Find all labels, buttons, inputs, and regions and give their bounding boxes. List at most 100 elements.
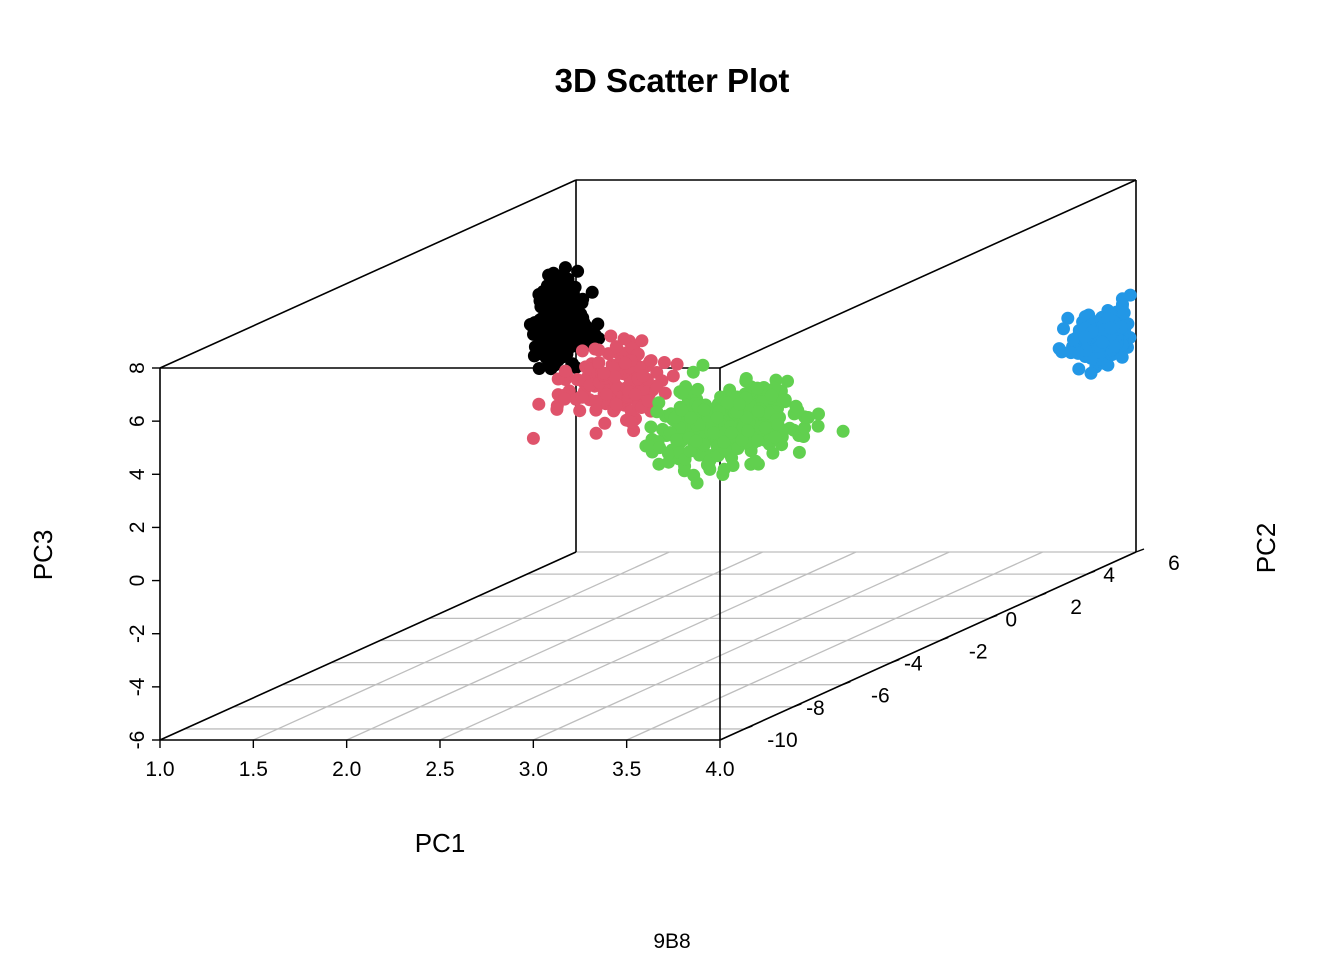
data-point — [653, 441, 667, 455]
grid-line-x — [533, 551, 950, 741]
data-point — [670, 433, 683, 447]
z-tick-label: 2 — [126, 522, 149, 534]
x-tick-label: 2.0 — [332, 758, 361, 781]
data-point — [1104, 321, 1117, 335]
x-tick-label: 1.0 — [145, 758, 174, 781]
data-point — [569, 361, 583, 374]
data-point — [597, 366, 611, 380]
y-tick-label: 4 — [1103, 564, 1115, 587]
data-point — [598, 416, 612, 430]
y-tick — [793, 703, 802, 708]
data-point — [657, 356, 671, 369]
y-tick-label: -6 — [871, 685, 890, 708]
y-tick-label: -8 — [806, 697, 825, 720]
data-point — [635, 334, 649, 348]
data-point — [689, 434, 703, 448]
data-point — [573, 329, 587, 343]
y-tick-label: -4 — [904, 653, 923, 676]
z-tick-label: -4 — [126, 677, 149, 696]
data-point — [628, 388, 642, 401]
data-point — [792, 445, 806, 459]
y-tick — [891, 658, 900, 664]
data-point — [1107, 340, 1121, 353]
data-point — [684, 411, 698, 425]
data-point — [696, 358, 710, 372]
data-point — [609, 340, 623, 354]
data-point — [571, 264, 585, 278]
y-tick — [1086, 570, 1096, 575]
data-point — [836, 424, 850, 438]
data-point — [644, 420, 658, 434]
data-point — [585, 285, 599, 299]
data-point — [576, 292, 590, 306]
z-tick-label: 6 — [126, 415, 149, 427]
x-tick-label: 1.5 — [239, 758, 268, 781]
data-point — [549, 313, 563, 327]
plot-box — [159, 179, 1137, 741]
data-point — [644, 354, 658, 368]
data-point — [589, 403, 603, 417]
y-tick — [939, 636, 949, 642]
data-point — [558, 261, 572, 275]
data-point — [558, 364, 572, 378]
data-point — [768, 430, 782, 444]
data-point — [717, 435, 731, 449]
data-point — [732, 397, 746, 411]
data-point — [549, 274, 563, 288]
data-point — [575, 344, 589, 358]
data-point — [683, 444, 697, 458]
x-tick-label: 4.0 — [705, 758, 734, 781]
data-point — [558, 392, 572, 406]
data-point — [781, 374, 794, 388]
series-2 — [639, 358, 850, 490]
grid-line-x — [346, 551, 763, 741]
data-point — [565, 306, 579, 320]
y-tick-label: 2 — [1070, 596, 1082, 619]
data-point — [766, 446, 780, 460]
data-point — [535, 312, 549, 326]
y-tick — [842, 681, 851, 686]
data-point — [534, 290, 548, 304]
y-tick — [744, 725, 753, 730]
data-point — [641, 394, 655, 408]
data-point — [758, 421, 772, 435]
data-point — [717, 462, 731, 476]
y-tick-label: 6 — [1168, 552, 1180, 575]
grid-line-x — [253, 551, 670, 741]
y-tick-label: -2 — [969, 640, 988, 663]
data-point — [686, 365, 700, 379]
data-point — [720, 396, 734, 410]
x-axis-label: PC1 — [415, 828, 466, 858]
data-point — [609, 397, 623, 411]
series-0 — [523, 261, 606, 376]
data-point — [650, 379, 664, 393]
data-point — [552, 297, 565, 311]
floor-grid — [159, 551, 1137, 741]
box-edge — [719, 179, 1137, 369]
y-tick-label: 0 — [1005, 608, 1017, 631]
data-point — [1072, 362, 1086, 376]
data-point — [532, 362, 546, 375]
data-point — [1061, 311, 1075, 325]
data-point — [1096, 335, 1109, 349]
data-point — [604, 329, 618, 343]
data-point — [599, 387, 613, 401]
data-point — [652, 457, 666, 471]
data-point — [591, 317, 605, 331]
data-point — [1084, 366, 1098, 380]
data-point — [710, 411, 724, 425]
x-tick-label: 3.0 — [519, 758, 548, 781]
z-tick-label: 0 — [126, 575, 149, 587]
data-point — [565, 316, 579, 330]
data-point — [589, 426, 603, 440]
data-point — [739, 372, 753, 385]
data-point — [666, 369, 680, 383]
data-point — [550, 402, 564, 416]
y-axis-label: PC2 — [1251, 523, 1281, 574]
data-point — [1067, 333, 1080, 346]
z-tick-label: -2 — [126, 624, 149, 643]
data-point — [1064, 346, 1078, 360]
data-point — [750, 381, 764, 395]
z-axis-label: PC3 — [28, 530, 58, 581]
x-tick-label: 3.5 — [612, 758, 641, 781]
